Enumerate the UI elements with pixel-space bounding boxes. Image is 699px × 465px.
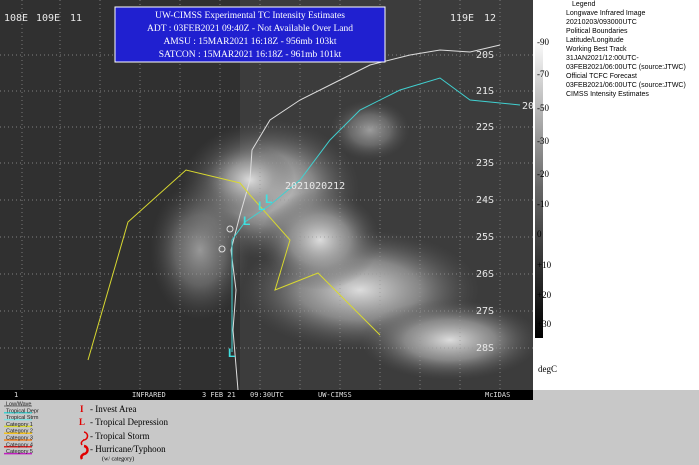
legend-line: Legend — [572, 1, 595, 8]
storm-label: - Tropical Storm — [90, 431, 150, 441]
depression-symbol: L — [79, 417, 85, 427]
colorbar-unit: degC — [538, 364, 557, 374]
colorbar-labels: -90 -70 -50 -30 -20 -10 0 +10 +20 +30 — [537, 37, 552, 329]
invest-symbol: I — [80, 404, 84, 414]
longitude-label: 109E — [36, 13, 60, 24]
latitude-label: 21S — [476, 86, 494, 97]
legend-line: Working Best Track — [566, 46, 627, 53]
track-label: 2021020212 — [285, 181, 345, 192]
svg-text:L: L — [228, 346, 235, 360]
latitude-label: 20S — [476, 50, 494, 61]
colorbar-label: +30 — [537, 319, 552, 329]
legend-label: Category 3 — [6, 435, 33, 441]
edge-label: 20 — [522, 101, 534, 112]
legend-line: CIMSS Intensity Estimates — [566, 91, 649, 98]
latitude-label: 26S — [476, 269, 494, 280]
latitude-label: 25S — [476, 232, 494, 243]
colorbar — [535, 38, 543, 338]
hurricane-icon — [80, 444, 89, 460]
coastline — [230, 44, 501, 391]
latitude-label: 22S — [476, 122, 494, 133]
longitude-labels: 108E 109E 11 119E 12 — [4, 13, 496, 24]
symbol-legend: I - Invest Area L - Tropical Depression … — [79, 404, 168, 462]
storm-icon — [80, 431, 89, 446]
colorbar-label: +10 — [537, 260, 552, 270]
title-lines: UW-CIMSS Experimental TC Intensity Estim… — [147, 11, 353, 60]
colorbar-label: -70 — [537, 69, 549, 79]
colorbar-label: -10 — [537, 199, 549, 209]
longitude-label: 11 — [70, 13, 82, 24]
latitude-label: 27S — [476, 306, 494, 317]
best-track — [231, 77, 521, 352]
title-line: UW-CIMSS Experimental TC Intensity Estim… — [155, 11, 345, 21]
legend-label: Tropical Depr — [6, 408, 39, 414]
colorbar-label: -50 — [537, 103, 549, 113]
colorbar-label: +20 — [537, 290, 552, 300]
legend-line: 31JAN2021/12:00UTC- — [566, 55, 639, 62]
invest-label: - Invest Area — [90, 404, 136, 414]
svg-text:L: L — [265, 192, 272, 206]
longitude-label: 119E — [450, 13, 474, 24]
status-texts: 1 INFRARED 3 FEB 21 09:30UTC UW-CIMSS McIDAS — [14, 391, 510, 399]
legend-label: Category 1 — [6, 422, 33, 428]
latitude-label: 23S — [476, 158, 494, 169]
depression-label: - Tropical Depression — [90, 417, 168, 427]
lat-lon-grid — [0, 0, 533, 390]
status-text: 1 — [14, 391, 18, 399]
status-text: McIDAS — [485, 391, 510, 399]
legend-line: 03FEB2021/06:00UTC (source:JTWC) — [566, 82, 686, 89]
legend-label: Tropical Strm — [6, 415, 39, 421]
latitude-labels: 20S 21S 22S 23S 24S 25S 26S 27S 28S — [476, 50, 494, 354]
legend-label: Category 2 — [6, 429, 33, 435]
legend-panel — [560, 0, 699, 390]
svg-text:L: L — [258, 199, 265, 213]
forecast-track — [87, 169, 381, 361]
legend-line: Longwave Infrared Image — [566, 10, 645, 17]
status-text: 09:30UTC — [250, 391, 284, 399]
colorbar-label: -20 — [537, 169, 549, 179]
svg-text:L: L — [243, 214, 250, 228]
title-line: SATCON : 15MAR2021 16:18Z - 961mb 101kt — [159, 50, 342, 60]
longitude-label: 12 — [484, 13, 496, 24]
status-text: INFRARED — [132, 391, 166, 399]
hurricane-label: - Hurricane/Typhoon — [90, 444, 166, 454]
title-line: ADT : 03FEB2021 09:40Z - Not Available O… — [147, 24, 353, 34]
legend-lines: Legend Longwave Infrared Image 20210203/09… — [566, 1, 686, 98]
colorbar-label: -90 — [537, 37, 549, 47]
status-bar — [0, 390, 533, 400]
legend-label: Category 5 — [6, 449, 33, 455]
legend-line: Political Boundaries — [566, 28, 628, 35]
colorbar-label: 0 — [537, 229, 542, 239]
legend-label: Category 4 — [6, 442, 33, 448]
latitude-label: 24S — [476, 195, 494, 206]
status-text: 3 FEB 21 — [202, 391, 236, 399]
category-note: (w/ category) — [102, 455, 134, 462]
legend-label: Low/Wave — [6, 401, 31, 407]
legend-line: Official TCFC Forecast — [566, 73, 637, 80]
title-box — [114, 6, 386, 63]
legend-line: 03FEB2021/06:00UTC (source:JTWC) — [566, 64, 686, 71]
legend-line: 20210203/093000UTC — [566, 19, 637, 26]
colorbar-label: -30 — [537, 136, 549, 146]
storm-symbols — [218, 225, 234, 253]
longitude-label: 108E — [4, 13, 28, 24]
legend-line: Latitude/Longitude — [566, 37, 624, 44]
title-line: AMSU : 15MAR2021 16:18Z - 956mb 103kt — [163, 37, 336, 47]
latitude-label: 28S — [476, 343, 494, 354]
status-text: UW-CIMSS — [318, 391, 352, 399]
track-symbols: LLL L — [228, 192, 272, 360]
